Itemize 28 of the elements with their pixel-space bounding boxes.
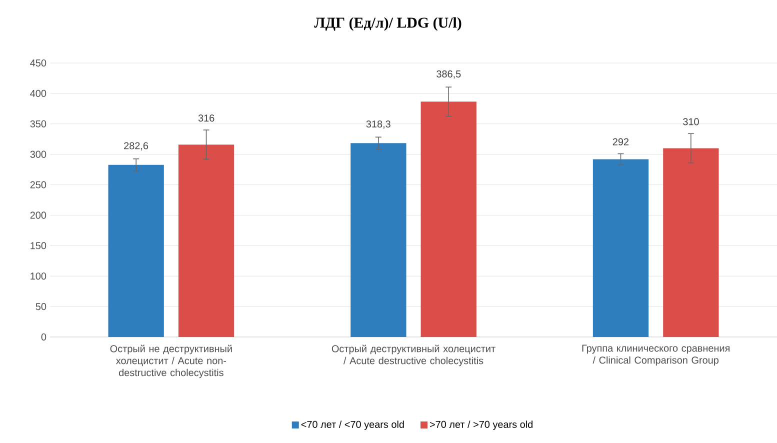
chart-title: ЛДГ (Ед/л)/ LDG (U/l) <box>314 17 462 31</box>
data-label: 310 <box>683 118 699 126</box>
x-tick-label: Группа клинического сравнения / Clinical Comparison Group <box>582 344 730 366</box>
y-tick-label: 200 <box>30 212 46 219</box>
bar <box>663 148 719 337</box>
y-tick-label: 350 <box>30 120 46 128</box>
legend-label: >70 лет / >70 years old <box>430 420 532 430</box>
bar <box>178 144 234 337</box>
y-tick-label: 150 <box>30 242 46 250</box>
legend-label: <70 лет / <70 years old <box>301 420 404 430</box>
y-tick-label: 300 <box>30 150 46 158</box>
y-tick-label: 0 <box>41 333 46 341</box>
y-tick-label: 450 <box>30 59 46 67</box>
data-label: 292 <box>612 138 629 146</box>
data-label: 318,3 <box>366 120 390 129</box>
x-tick-label: Острый не деструктивный холецистит / Acute non-destructive cholecystitis <box>110 344 232 378</box>
y-tick-label: 400 <box>30 90 46 97</box>
data-label: 282,6 <box>124 142 148 150</box>
data-label: 316 <box>198 114 214 122</box>
y-tick-label: 50 <box>36 303 46 310</box>
x-tick-label: Острый деструктивный холецистит / Acute destructive cholecystitis <box>332 344 496 366</box>
bar <box>420 102 476 337</box>
bar <box>108 164 164 337</box>
y-tick-label: 250 <box>30 181 46 188</box>
bar <box>350 143 406 337</box>
data-label: 386,5 <box>436 70 461 79</box>
bar <box>592 159 649 337</box>
y-tick-label: 100 <box>30 272 46 280</box>
